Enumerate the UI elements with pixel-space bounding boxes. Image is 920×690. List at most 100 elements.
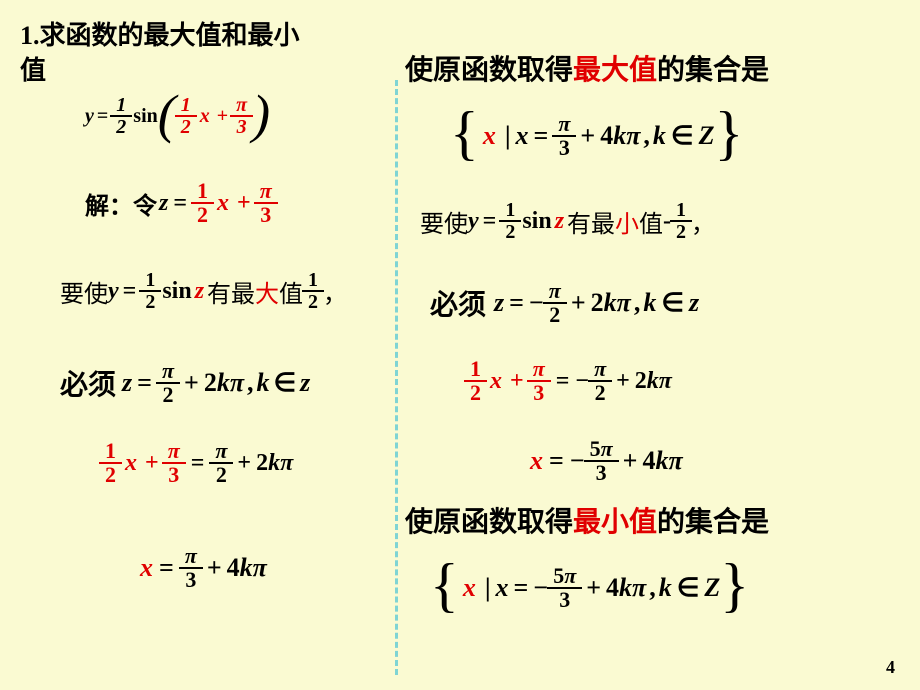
pi: π xyxy=(182,545,200,567)
t3a: 使原函数取得 xyxy=(405,500,573,540)
z: z xyxy=(159,190,168,217)
five: 5 xyxy=(590,436,601,461)
d: 3 xyxy=(182,569,199,591)
max-set: { x | x = π3 + 4 k π , k ∈ Z } xyxy=(450,113,743,159)
d: 2 xyxy=(673,222,689,242)
y: y xyxy=(85,105,94,128)
plus: + xyxy=(510,368,524,395)
to-get-max: 要使 y = 12 sin z 有最 大 值 12 ， xyxy=(60,270,347,312)
eq: = xyxy=(159,553,174,583)
pi: π xyxy=(632,573,646,603)
x: x xyxy=(483,121,496,151)
in: ∈ xyxy=(274,368,297,398)
d: 2 xyxy=(305,292,321,312)
neg: − xyxy=(575,368,589,395)
four: 4 xyxy=(606,573,619,603)
k: k xyxy=(656,446,669,476)
eq: = xyxy=(191,450,205,477)
value: 值 xyxy=(279,274,303,309)
must-z-max: 必须 z = π2 + 2 k π , k ∈ z xyxy=(60,360,310,406)
pi: π xyxy=(530,358,548,380)
t3c: 的集合是 xyxy=(657,500,769,540)
in: ∈ xyxy=(677,573,700,603)
eq-sub-min: 12 x + π3 = − π2 + 2 k π xyxy=(465,358,672,404)
eq-function: y = 12 sin ( 12 x + π3 ) xyxy=(85,95,270,137)
four: 4 xyxy=(600,121,613,151)
d: 3 xyxy=(165,464,182,486)
d: 2 xyxy=(178,117,194,137)
plus: + xyxy=(571,288,586,318)
k: k xyxy=(613,121,626,151)
x: x xyxy=(490,368,502,395)
t2b: 最大值 xyxy=(573,48,657,88)
n: 1 xyxy=(467,358,484,380)
eq: = xyxy=(556,368,570,395)
min-set-title: 使原函数取得 最小值 的集合是 xyxy=(405,500,769,540)
xiao: 小 xyxy=(615,204,639,239)
question-title-line1: 1.求函数的最大值和最小 xyxy=(20,15,300,52)
pi: π xyxy=(257,180,275,202)
value: 值 xyxy=(639,204,663,239)
plus: + xyxy=(207,553,222,583)
five: 5 xyxy=(553,563,564,588)
k: k xyxy=(217,368,230,398)
k: k xyxy=(268,450,280,477)
n: 1 xyxy=(113,95,129,115)
pi: π xyxy=(546,280,564,302)
sin: sin xyxy=(162,278,191,305)
pi: π xyxy=(253,553,267,583)
k: k xyxy=(604,288,617,318)
zset: z xyxy=(300,368,310,398)
neg: − xyxy=(529,288,544,318)
eq: = xyxy=(137,368,152,398)
plus: + xyxy=(237,190,251,217)
k: k xyxy=(619,573,632,603)
d: 3 xyxy=(556,589,573,611)
n: 1 xyxy=(102,440,119,462)
toget: 要使 xyxy=(60,274,108,309)
zset: z xyxy=(689,288,699,318)
k: k xyxy=(647,368,659,395)
page-number: 4 xyxy=(886,657,895,678)
d: 2 xyxy=(142,292,158,312)
plus: + xyxy=(623,446,638,476)
t2c: 的集合是 xyxy=(657,48,769,88)
eq: = xyxy=(549,446,564,476)
d: 2 xyxy=(502,222,518,242)
plus: + xyxy=(184,368,199,398)
k: k xyxy=(240,553,253,583)
z: z xyxy=(122,368,132,398)
d: 2 xyxy=(546,304,563,326)
x: x xyxy=(463,573,476,603)
d: 2 xyxy=(194,204,211,226)
d: 2 xyxy=(213,464,230,486)
n: 1 xyxy=(178,95,194,115)
z: z xyxy=(555,208,564,235)
da: 大 xyxy=(255,274,279,309)
x: x xyxy=(217,190,229,217)
solution-let: 解：令 z = 12 x + π3 xyxy=(85,180,277,226)
y: y xyxy=(108,278,119,305)
x: x xyxy=(530,446,543,476)
pi: π xyxy=(233,95,250,115)
toget: 要使 xyxy=(420,204,468,239)
plus: + xyxy=(586,573,601,603)
k: k xyxy=(653,121,666,151)
y: y xyxy=(468,208,479,235)
x: x xyxy=(496,573,509,603)
z: z xyxy=(494,288,504,318)
pi: π xyxy=(280,450,293,477)
comma: , xyxy=(643,121,650,151)
z: z xyxy=(195,278,204,305)
plus: + xyxy=(217,105,228,128)
to-get-min: 要使 y = 12 sin z 有最 小 值 - 12 ， xyxy=(420,200,715,242)
sin: sin xyxy=(133,105,157,128)
pi: π xyxy=(212,440,230,462)
must-z-min: 必须 z = − π2 + 2 k π , k ∈ z xyxy=(430,280,699,326)
n: 1 xyxy=(142,270,158,290)
x: x xyxy=(125,450,137,477)
eq: = xyxy=(534,121,549,151)
plus: + xyxy=(580,121,595,151)
pi: π xyxy=(159,360,177,382)
x: x xyxy=(140,553,153,583)
